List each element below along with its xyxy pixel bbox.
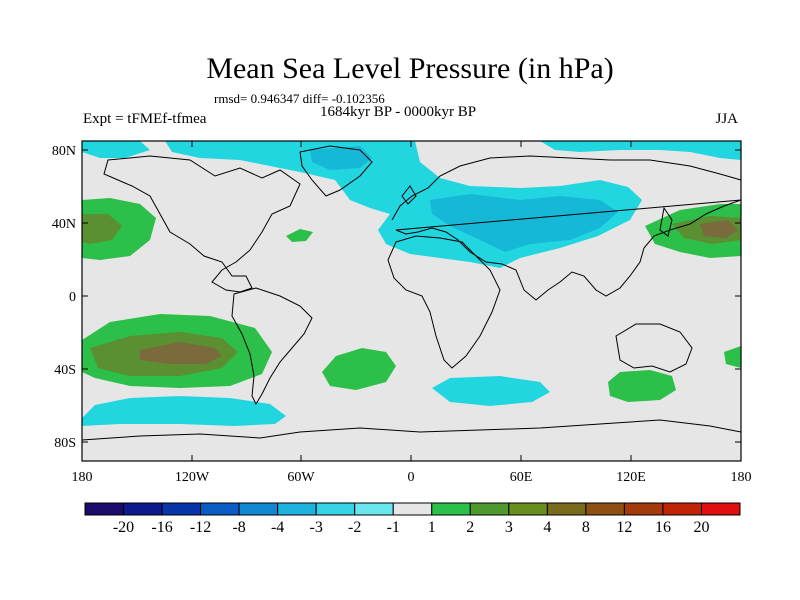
- colorbar-label: 2: [466, 519, 475, 536]
- negative-anomaly-arctic-west: [82, 141, 150, 158]
- negative-anomaly-south-indian: [432, 376, 550, 406]
- lon-tick-label: 60W: [287, 470, 315, 485]
- colorbar-swatch: [238, 502, 279, 516]
- lat-tick-label: 0: [69, 290, 76, 305]
- coast-north-america: [103, 155, 301, 293]
- positive-anomaly-south-atlantic: [322, 348, 396, 390]
- colorbar: [84, 502, 741, 516]
- coast-australia: [615, 323, 693, 373]
- colorbar-label: -8: [232, 519, 246, 536]
- period-label: 1684kyr BP - 0000kyr BP: [320, 104, 477, 120]
- colorbar-swatch: [315, 502, 356, 516]
- lon-tick-label: 60E: [510, 470, 533, 485]
- colorbar-swatch: [662, 502, 702, 516]
- colorbar-swatch: [123, 502, 163, 516]
- coast-south-america: [231, 287, 313, 406]
- positive-anomaly-south-pacific-east-edge: [724, 346, 741, 368]
- colorbar-swatch: [84, 502, 125, 516]
- colorbar-swatch: [469, 502, 510, 516]
- coast-japan: [659, 206, 673, 237]
- colorbar-label: 4: [543, 519, 552, 536]
- lon-tick-label: 180: [731, 470, 752, 485]
- lat-tick-label: 80S: [54, 436, 76, 451]
- rmsd-diff-stats: rmsd= 0.946347 diff= -0.102356: [214, 91, 385, 106]
- coast-greenland: [299, 145, 373, 197]
- colorbar-label: -16: [151, 519, 173, 536]
- coast-antarctica: [81, 419, 742, 441]
- coastlines: [81, 145, 742, 441]
- colorbar-label: 12: [616, 519, 633, 536]
- colorbar-label: -2: [348, 519, 362, 536]
- colorbar-swatch: [392, 502, 433, 516]
- colorbar-label: 1: [427, 519, 436, 536]
- colorbar-label: -4: [270, 519, 285, 536]
- lat-tick-label: 40S: [54, 363, 76, 378]
- coast-britain: [401, 185, 417, 205]
- colorbar-label: 8: [581, 519, 590, 536]
- colorbar-swatch: [585, 502, 625, 516]
- pressure-field: [82, 141, 741, 426]
- colorbar-swatch: [546, 502, 587, 516]
- colorbar-swatch: [700, 502, 741, 516]
- lat-tick-label: 80N: [52, 144, 76, 159]
- colorbar-swatch: [623, 502, 664, 516]
- colorbar-swatch: [431, 502, 471, 516]
- longitude-axis: 180 120W 60W 0 60E 120E 180: [72, 141, 752, 485]
- colorbar-label: -12: [189, 519, 212, 536]
- negative-anomaly-arctic-east: [540, 141, 741, 160]
- colorbar-label: -20: [112, 519, 135, 536]
- negative-anomaly-south-pacific: [82, 396, 286, 426]
- positive-anomaly-south-indian-east: [608, 370, 676, 402]
- colorbar-swatch: [161, 502, 202, 516]
- colorbar-swatch: [508, 502, 548, 516]
- colorbar-swatch: [277, 502, 317, 516]
- coast-africa: [387, 235, 501, 369]
- positive-anomaly-atlantic-small: [286, 229, 313, 242]
- positive-anomaly-north-pacific-east-peak: [700, 220, 738, 238]
- positive-anomaly-south-pacific-peak: [140, 342, 222, 364]
- lon-tick-label: 0: [408, 470, 415, 485]
- season-label: JJA: [715, 111, 738, 127]
- lon-tick-label: 120E: [616, 470, 646, 485]
- colorbar-label: -3: [309, 519, 323, 536]
- experiment-label: Expt = tFMEf-tfmea: [83, 111, 207, 127]
- map-title: Mean Sea Level Pressure (in hPa): [206, 52, 614, 85]
- positive-anomaly-north-pacific-west-core: [82, 214, 122, 244]
- colorbar-label: 20: [693, 519, 710, 536]
- strong-negative-eurasia: [430, 194, 618, 252]
- lat-tick-label: 40N: [52, 217, 76, 232]
- lon-tick-label: 180: [72, 470, 93, 485]
- colorbar-swatch: [200, 502, 240, 516]
- lon-tick-label: 120W: [175, 470, 210, 485]
- strong-negative-greenland: [310, 146, 372, 170]
- colorbar-label: 3: [504, 519, 513, 536]
- colorbar-swatch: [354, 502, 394, 516]
- colorbar-label: 16: [654, 519, 671, 536]
- colorbar-label: -1: [386, 519, 400, 536]
- latitude-axis: 80N 40N 0 40S 80S: [52, 144, 741, 451]
